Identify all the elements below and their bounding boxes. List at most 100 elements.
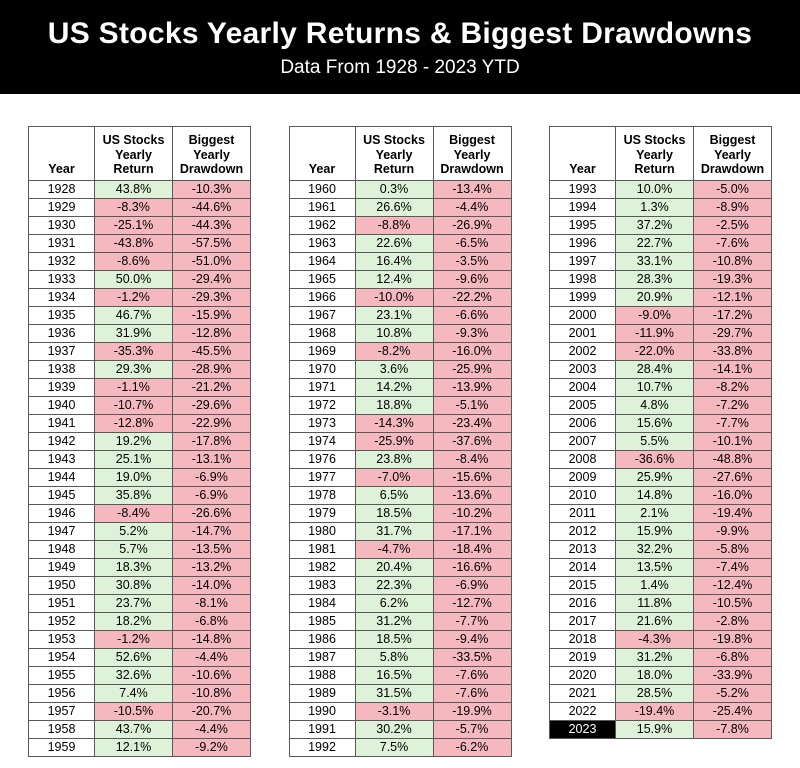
year-cell: 1967 — [288, 306, 356, 325]
return-cell: 46.7% — [94, 306, 173, 325]
return-cell: 31.7% — [354, 522, 434, 541]
return-cell: 31.2% — [354, 612, 434, 631]
return-cell: 22.3% — [354, 576, 434, 595]
drawdown-cell: -19.4% — [693, 504, 772, 523]
drawdown-cell: -20.7% — [172, 702, 251, 721]
year-cell: 1949 — [28, 558, 95, 577]
year-cell: 2005 — [549, 396, 616, 415]
year-cell: 2008 — [549, 450, 616, 469]
year-cell: 1995 — [549, 216, 616, 235]
table-row: 1967 23.1% -6.6% — [288, 306, 512, 325]
table-row: 1982 20.4% -16.6% — [288, 558, 512, 577]
year-cell: 2011 — [549, 504, 616, 523]
table-row: 2018 -4.3% -19.8% — [549, 630, 772, 649]
table-row: 2023 15.9% -7.8% — [549, 720, 772, 739]
return-cell: -25.9% — [354, 432, 434, 451]
return-cell: 14.8% — [615, 486, 694, 505]
return-cell: 0.3% — [354, 180, 434, 199]
year-cell: 1963 — [288, 234, 356, 253]
return-cell: 31.5% — [354, 684, 434, 703]
table-row: 1939 -1.1% -21.2% — [28, 378, 251, 397]
return-cell: 16.4% — [354, 252, 434, 271]
year-cell: 1941 — [28, 414, 95, 433]
return-cell: 6.2% — [354, 594, 434, 613]
column-header-return: US Stocks Yearly Return — [354, 126, 434, 181]
table-row: 1946 -8.4% -26.6% — [28, 504, 251, 523]
year-cell: 2009 — [549, 468, 616, 487]
drawdown-cell: -13.4% — [432, 180, 512, 199]
table-row: 1940 -10.7% -29.6% — [28, 396, 251, 415]
table-row: 1959 12.1% -9.2% — [28, 738, 251, 757]
year-cell: 1997 — [549, 252, 616, 271]
return-cell: 10.8% — [354, 324, 434, 343]
table-row: 1976 23.8% -8.4% — [288, 450, 512, 469]
return-cell: 18.5% — [354, 630, 434, 649]
year-cell: 2010 — [549, 486, 616, 505]
drawdown-cell: -14.1% — [693, 360, 772, 379]
drawdown-cell: -7.6% — [432, 684, 512, 703]
return-cell: 23.8% — [354, 450, 434, 469]
year-cell: 1952 — [28, 612, 95, 631]
drawdown-cell: -6.8% — [172, 612, 251, 631]
return-cell: 7.5% — [354, 738, 434, 757]
table-row: 1988 16.5% -7.6% — [288, 666, 512, 685]
return-cell: 15.6% — [615, 414, 694, 433]
year-cell: 1990 — [288, 702, 356, 721]
drawdown-cell: -4.4% — [432, 198, 512, 217]
table-row: 2001 -11.9% -29.7% — [549, 324, 772, 343]
drawdown-cell: -33.9% — [693, 666, 772, 685]
drawdown-cell: -57.5% — [172, 234, 251, 253]
table-row: 1991 30.2% -5.7% — [288, 720, 512, 739]
return-cell: 5.8% — [354, 648, 434, 667]
return-cell: -22.0% — [615, 342, 694, 361]
return-cell: -1.2% — [94, 288, 173, 307]
year-cell: 1930 — [28, 216, 95, 235]
table-row: 1958 43.7% -4.4% — [28, 720, 251, 739]
drawdown-cell: -3.5% — [432, 252, 512, 271]
table-row: 2021 28.5% -5.2% — [549, 684, 772, 703]
drawdown-cell: -18.4% — [432, 540, 512, 559]
return-cell: 11.8% — [615, 594, 694, 613]
table-row: 1993 10.0% -5.0% — [549, 180, 772, 199]
year-cell: 1998 — [549, 270, 616, 289]
table-row: 1964 16.4% -3.5% — [288, 252, 512, 271]
table-row: 2013 32.2% -5.8% — [549, 540, 772, 559]
column-header-drawdown: Biggest Yearly Drawdown — [693, 126, 772, 181]
drawdown-cell: -10.5% — [693, 594, 772, 613]
drawdown-cell: -22.2% — [432, 288, 512, 307]
return-cell: -10.5% — [94, 702, 173, 721]
year-cell: 1965 — [288, 270, 356, 289]
year-cell: 1959 — [28, 738, 95, 757]
drawdown-cell: -25.4% — [693, 702, 772, 721]
drawdown-cell: -6.9% — [172, 486, 251, 505]
year-cell: 1996 — [549, 234, 616, 253]
year-cell: 1938 — [28, 360, 95, 379]
table-row: 1952 18.2% -6.8% — [28, 612, 251, 631]
year-cell: 1953 — [28, 630, 95, 649]
year-cell: 1951 — [28, 594, 95, 613]
year-cell: 1993 — [549, 180, 616, 199]
return-cell: -8.2% — [354, 342, 434, 361]
table-row: 2009 25.9% -27.6% — [549, 468, 772, 487]
return-cell: 10.0% — [615, 180, 694, 199]
year-cell: 1984 — [288, 594, 356, 613]
table-row: 2022 -19.4% -25.4% — [549, 702, 772, 721]
year-cell: 1982 — [288, 558, 356, 577]
drawdown-cell: -12.8% — [172, 324, 251, 343]
drawdown-cell: -10.6% — [172, 666, 251, 685]
year-cell: 1972 — [288, 396, 356, 415]
return-cell: 18.0% — [615, 666, 694, 685]
table-row: 1972 18.8% -5.1% — [288, 396, 512, 415]
return-cell: 15.9% — [615, 720, 694, 739]
table-row: 1936 31.9% -12.8% — [28, 324, 251, 343]
drawdown-cell: -26.6% — [172, 504, 251, 523]
year-cell: 2015 — [549, 576, 616, 595]
table-row: 2016 11.8% -10.5% — [549, 594, 772, 613]
return-cell: -11.9% — [615, 324, 694, 343]
drawdown-cell: -9.4% — [432, 630, 512, 649]
table-row: 2019 31.2% -6.8% — [549, 648, 772, 667]
table-row: 2020 18.0% -33.9% — [549, 666, 772, 685]
drawdown-cell: -6.2% — [432, 738, 512, 757]
drawdown-cell: -2.8% — [693, 612, 772, 631]
return-cell: -8.3% — [94, 198, 173, 217]
